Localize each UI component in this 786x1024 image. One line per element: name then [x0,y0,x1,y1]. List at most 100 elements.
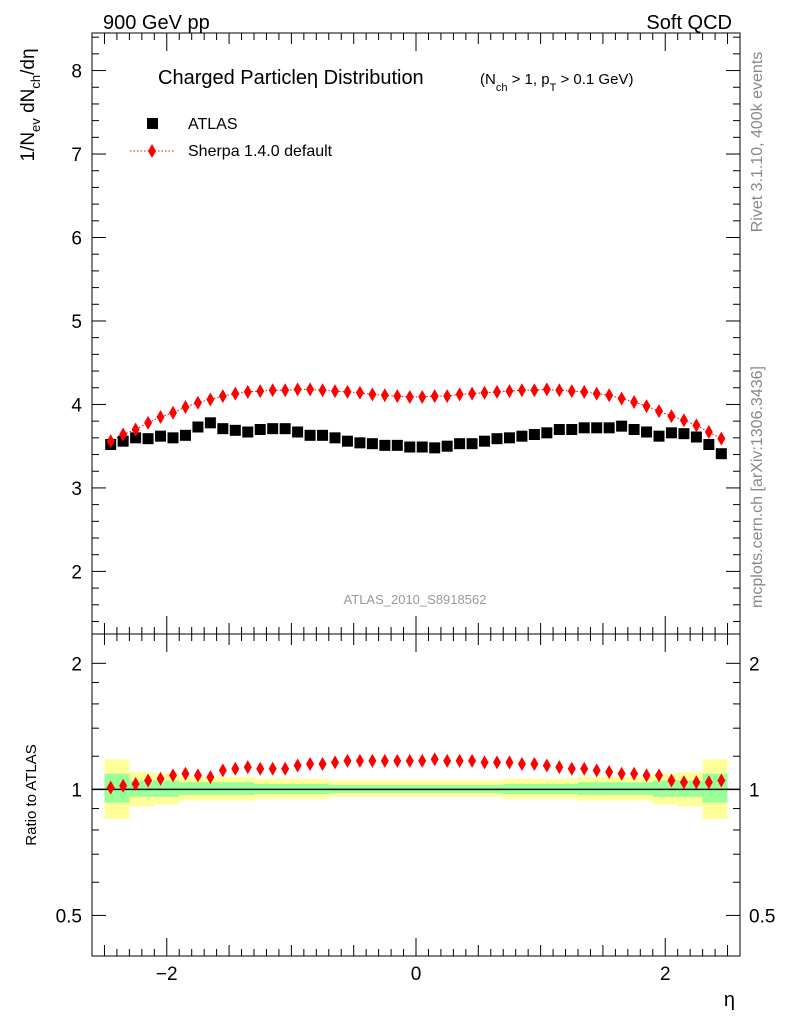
main-y-tick-label: 3 [71,479,82,500]
atlas-point [217,423,229,435]
sherpa-point [655,404,663,419]
atlas-point [429,442,441,454]
ratio-point [567,761,576,776]
atlas-point [603,422,615,434]
sherpa-point [605,388,614,403]
ratio-point [355,753,364,768]
sherpa-point [393,389,402,404]
ratio-point [119,778,128,793]
sherpa-point [405,389,414,404]
ratio-point [430,752,439,767]
ratio-point [293,758,302,773]
x-tick-label: 0 [411,964,422,985]
ratio-point [343,753,352,768]
ratio-point [181,766,190,781]
atlas-point [254,423,266,435]
sherpa-point [231,386,240,401]
ratio-point [156,771,165,786]
sherpa-point [704,424,713,439]
sherpa-point [542,382,551,397]
atlas-point [690,431,702,443]
sherpa-point [144,415,153,430]
ratio-point [692,775,701,790]
ratio-point [667,773,676,788]
ratio-point [231,761,240,776]
sherpa-point [493,384,501,399]
main-chart-title: Charged Particleη Distribution [158,67,424,89]
atlas-point [142,433,154,445]
ratio-point [443,753,452,768]
atlas-point [665,427,677,439]
ratio-point [655,768,663,783]
sherpa-point [131,422,140,437]
sherpa-point [281,383,290,398]
ratio-y-tick-label-right: 0.5 [749,906,775,927]
sherpa-point [617,391,626,406]
sherpa-point [455,387,464,402]
main-y-tick-label: 7 [71,145,82,166]
ratio-point [592,763,601,778]
atlas-point [653,430,665,442]
ratio-y-axis-title: Ratio to ATLAS [23,744,40,845]
sherpa-point [480,385,489,400]
header-right: Soft QCD [646,12,732,34]
atlas-point [354,437,366,449]
ratio-point [642,768,651,783]
ratio-point [405,753,414,768]
ratio-point [368,753,377,768]
sherpa-point [343,384,352,399]
sherpa-point [106,434,115,449]
sherpa-point [468,386,477,401]
main-x-ticks [91,33,741,634]
sherpa-point [717,431,726,446]
main-y-tick-label: 4 [71,395,82,416]
sherpa-point [418,389,427,404]
ratio-y-tick-label-left: 2 [71,654,82,675]
atlas-point [703,439,715,451]
atlas-point [279,423,291,435]
ratio-point [106,780,115,795]
atlas-point [441,440,453,452]
main-y-tick-label: 5 [71,312,82,333]
sherpa-point [169,405,177,420]
legend-atlas-marker [147,118,158,129]
atlas-point [416,441,428,453]
sherpa-point [679,413,688,428]
sherpa-point [218,389,227,404]
main-panel: Charged Particleη Distribution (Nch > 1,… [18,32,741,635]
ratio-point [393,753,402,768]
main-y-tick-label: 2 [71,562,82,583]
header-left: 900 GeV pp [103,12,210,34]
atlas-point [391,439,403,451]
atlas-point [479,435,491,447]
sherpa-point [156,409,165,424]
sherpa-point [206,392,215,407]
ratio-y-tick-label-left: 0.5 [56,906,82,927]
atlas-point [591,422,603,434]
atlas-point [404,441,416,453]
sherpa-point [630,394,639,409]
ratio-x-ticks: −2 0 2 [91,634,741,985]
ratio-point [331,755,339,770]
main-series [105,382,727,460]
ratio-point [617,766,626,781]
ratio-point [517,756,526,771]
sherpa-point [193,395,202,410]
legend-atlas-label: ATLAS [188,116,238,133]
sherpa-point [380,388,389,403]
x-axis-title: η [724,989,735,1011]
ratio-point [630,766,639,781]
atlas-point [329,432,341,444]
ratio-point [380,753,389,768]
atlas-point [566,423,578,435]
ratio-point [480,755,489,770]
uncertainty-band [578,782,653,795]
atlas-point [491,433,503,445]
main-y-axis-title: 1/Nev dNch/dη [18,48,43,161]
atlas-point [229,424,241,436]
ratio-y-tick-label-right: 1 [749,780,760,801]
ratio-point [493,755,501,770]
sherpa-point [119,427,128,442]
sherpa-point [642,399,651,414]
